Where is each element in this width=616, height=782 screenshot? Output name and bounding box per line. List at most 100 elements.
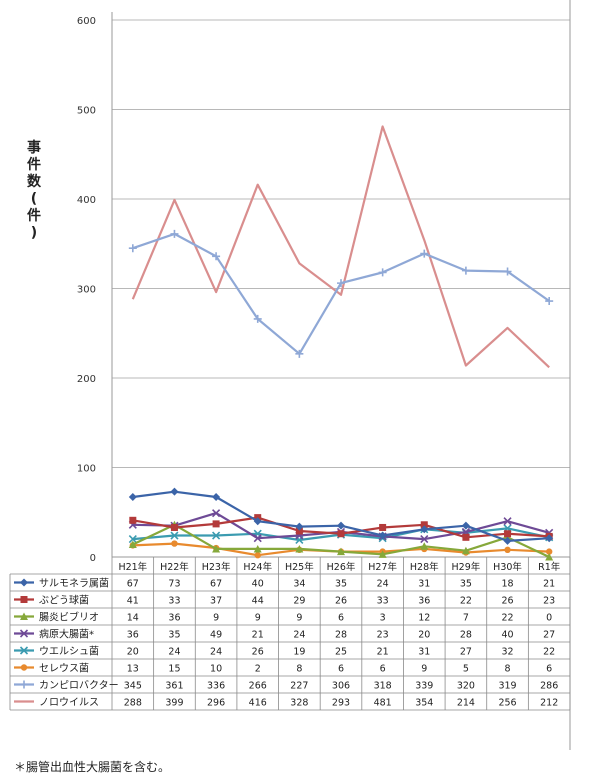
data-point (128, 540, 137, 548)
table-cell: 6 (338, 613, 344, 624)
table-cell: 320 (457, 681, 475, 692)
table-cell: 15 (168, 664, 180, 675)
data-point (378, 268, 387, 277)
table-cell: 306 (332, 681, 350, 692)
data-point (504, 546, 511, 554)
table-cell: 24 (210, 647, 222, 658)
data-point (212, 493, 221, 502)
table-cell: 328 (290, 698, 308, 709)
data-point (170, 531, 179, 540)
x-tick-label: H25年 (285, 561, 314, 573)
table-cell: 339 (415, 681, 433, 692)
table-cell: 5 (463, 664, 469, 675)
data-point (295, 544, 304, 553)
table-cell: 24 (293, 630, 305, 641)
table-cell: 32 (501, 647, 513, 658)
table-cell: 318 (374, 681, 392, 692)
table-cell: 354 (415, 698, 433, 709)
table-cell: 31 (418, 647, 430, 658)
table-cell: 35 (168, 630, 180, 641)
x-tick-label: H27年 (368, 561, 397, 573)
table-cell: 399 (165, 698, 183, 709)
y-axis-label-char: ) (30, 225, 38, 241)
table-cell: 361 (165, 681, 183, 692)
table-cell: 18 (501, 579, 513, 590)
table-cell: 266 (249, 681, 267, 692)
table-cell: 296 (207, 698, 225, 709)
table-cell: 35 (460, 579, 472, 590)
data-point (295, 522, 304, 531)
y-tick-label: 600 (77, 16, 96, 27)
table-cell: 21 (252, 630, 264, 641)
table-cell: 20 (127, 647, 139, 658)
table-cell: 44 (252, 596, 264, 607)
data-point (295, 349, 304, 358)
table-cell: 336 (207, 681, 225, 692)
table-cell: 29 (293, 596, 305, 607)
data-point (420, 542, 429, 550)
legend-entry: ぶどう球菌 (39, 594, 89, 607)
data-point (461, 521, 470, 530)
data-point (420, 521, 428, 529)
data-point (253, 517, 262, 526)
data-point (170, 523, 178, 531)
x-tick-label: H30年 (493, 561, 522, 573)
data-point (503, 517, 512, 526)
data-point (295, 527, 303, 535)
table-cell: 26 (335, 596, 347, 607)
data-point (545, 553, 554, 561)
table-cell: 67 (210, 579, 222, 590)
data-point (253, 534, 262, 543)
table-cell: 25 (335, 647, 347, 658)
data-point (128, 493, 137, 502)
data-point (20, 612, 28, 620)
data-point (337, 530, 345, 538)
table-cell: 31 (418, 579, 430, 590)
table-cell: 256 (498, 698, 516, 709)
x-tick-label: R1年 (538, 561, 561, 573)
data-point (171, 540, 178, 547)
table-cell: 24 (377, 579, 389, 590)
data-point (19, 646, 29, 655)
table-cell: 22 (501, 613, 513, 624)
series-group (131, 125, 550, 369)
y-tick-label: 500 (77, 106, 96, 117)
y-tick-label: 300 (77, 285, 96, 296)
data-point (212, 531, 221, 540)
table-cell: 14 (127, 613, 139, 624)
data-point (212, 252, 221, 261)
table-cell: 9 (213, 613, 219, 624)
table-cell: 49 (210, 630, 222, 641)
y-axis-label-char: ( (30, 191, 38, 207)
table-cell: 8 (505, 664, 511, 675)
table-cell: 9 (421, 664, 427, 675)
table-cell: 22 (543, 647, 555, 658)
data-point (170, 229, 179, 238)
y-tick-label: 100 (77, 464, 96, 475)
table-cell: 6 (338, 664, 344, 675)
table-cell: 10 (210, 664, 222, 675)
table-cell: 36 (418, 596, 430, 607)
data-point (212, 544, 221, 553)
table-cell: 27 (543, 630, 555, 641)
data-point (20, 664, 28, 671)
table-cell: 67 (127, 579, 139, 590)
series-group (128, 520, 554, 561)
table-cell: 37 (210, 596, 222, 607)
table-cell: 22 (460, 596, 472, 607)
table-cell: 73 (168, 579, 180, 590)
data-point (337, 547, 345, 556)
table-cell: 23 (377, 630, 389, 641)
table-cell: 13 (127, 664, 139, 675)
table-cell: 214 (457, 698, 475, 709)
table-cell: 33 (168, 596, 180, 607)
footnote: ＊腸管出血性大腸菌を含む。 (14, 760, 171, 774)
legend-entry: サルモネラ属菌 (39, 578, 109, 590)
table-cell: 23 (543, 596, 555, 607)
legend-entry: ウエルシュ菌 (39, 646, 99, 658)
data-point (212, 520, 220, 528)
table-cell: 27 (460, 647, 472, 658)
table-cell: 293 (332, 698, 350, 709)
table-cell: 40 (501, 630, 513, 641)
